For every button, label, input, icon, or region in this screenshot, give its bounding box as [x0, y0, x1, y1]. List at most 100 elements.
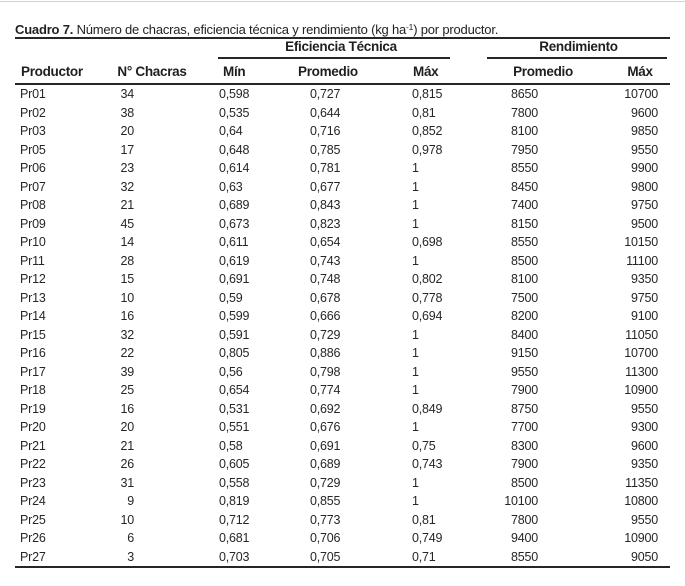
cell-promedio-et: 0,676 [310, 420, 341, 434]
cell-max-et: 1 [412, 198, 419, 212]
table-row: Pr18 25 0,654 0,774 1 7900 10900 [15, 381, 670, 400]
cell-max-et: 1 [412, 346, 419, 360]
table-row: Pr03 20 0,64 0,716 0,852 8100 9850 [15, 122, 670, 141]
cell-promedio-et: 0,774 [310, 383, 341, 397]
cell-promedio-et: 0,654 [310, 235, 341, 249]
table-caption: Cuadro 7. Número de chacras, eficiencia … [15, 19, 675, 38]
cell-productor: Pr11 [20, 253, 45, 268]
cell-productor: Pr26 [20, 531, 46, 545]
table-row: Pr16 22 0,805 0,886 1 9150 10700 [15, 344, 670, 363]
cell-n-chacras: 23 [120, 161, 134, 175]
cell-max-rend: 9550 [630, 512, 658, 527]
cell-productor: Pr27 [20, 549, 46, 564]
cell-max-rend: 9900 [630, 161, 658, 175]
cell-min: 0,591 [219, 327, 250, 342]
table-row: Pr21 21 0,58 0,691 0,75 8300 9600 [15, 437, 670, 456]
cell-max-et: 0,749 [412, 531, 443, 545]
cell-productor: Pr01 [20, 87, 46, 101]
table-row: Pr14 16 0,599 0,666 0,694 8200 9100 [15, 307, 670, 326]
cell-promedio-et: 0,781 [310, 161, 341, 175]
group-header-eficiencia-tecnica: Eficiencia Técnica [195, 39, 487, 59]
table-caption-text: Número de chacras, eficiencia técnica y … [73, 22, 407, 37]
cell-n-chacras: 20 [120, 420, 134, 434]
cell-promedio-rend: 8650 [510, 87, 538, 101]
group-underline-eficiencia [218, 57, 450, 59]
cell-n-chacras: 10 [120, 290, 134, 305]
cell-max-et: 0,698 [412, 235, 443, 249]
cell-n-chacras: 38 [120, 105, 134, 120]
cell-n-chacras: 28 [120, 253, 134, 268]
cell-min: 0,691 [219, 272, 250, 286]
cell-max-rend: 9050 [630, 549, 658, 564]
cell-min: 0,819 [219, 494, 250, 508]
cell-max-rend: 9800 [630, 179, 658, 194]
cell-productor: Pr22 [20, 457, 46, 471]
cell-productor: Pr10 [20, 235, 46, 249]
cell-promedio-et: 0,666 [310, 309, 341, 323]
cell-min: 0,681 [219, 531, 250, 545]
cell-promedio-et: 0,886 [310, 346, 341, 360]
table-row: Pr08 21 0,689 0,843 1 7400 9750 [15, 196, 670, 215]
cell-max-et: 1 [412, 475, 419, 490]
cell-min: 0,58 [219, 438, 243, 453]
cell-promedio-et: 0,855 [310, 494, 341, 508]
table-row: Pr12 15 0,691 0,748 0,802 8100 9350 [15, 270, 670, 289]
cell-productor: Pr20 [20, 420, 46, 434]
cell-min: 0,558 [219, 475, 250, 490]
table-row: Pr27 3 0,703 0,705 0,71 8550 9050 [15, 548, 670, 567]
cell-min: 0,654 [219, 383, 250, 397]
cell-n-chacras: 31 [120, 475, 134, 490]
cell-promedio-et: 0,798 [310, 364, 341, 379]
table-row: Pr22 26 0,605 0,689 0,743 7900 9350 [15, 455, 670, 474]
table-row: Pr19 16 0,531 0,692 0,849 8750 9550 [15, 400, 670, 419]
cell-promedio-et: 0,748 [310, 272, 341, 286]
cell-max-et: 0,694 [412, 309, 443, 323]
table-row: Pr25 10 0,712 0,773 0,81 7800 9550 [15, 511, 670, 530]
cell-n-chacras: 45 [120, 216, 134, 231]
cell-productor: Pr15 [20, 327, 46, 342]
column-header-n-chacras: N° Chacras [117, 63, 187, 79]
cell-promedio-rend: 9550 [510, 364, 538, 379]
cell-n-chacras: 20 [120, 124, 134, 138]
cell-max-rend: 9550 [630, 401, 658, 416]
cell-productor: Pr18 [20, 383, 46, 397]
cell-n-chacras: 3 [127, 549, 134, 564]
cell-promedio-rend: 7900 [510, 457, 538, 471]
cell-max-et: 1 [412, 420, 419, 434]
column-header-row: Productor N° Chacras Mín Promedio Máx Pr… [15, 59, 670, 85]
cell-min: 0,64 [219, 124, 243, 138]
cell-productor: Pr17 [20, 364, 46, 379]
cell-min: 0,619 [219, 253, 250, 268]
cell-promedio-et: 0,689 [310, 457, 341, 471]
table-row: Pr01 34 0,598 0,727 0,815 8650 10700 [15, 85, 670, 104]
cell-promedio-et: 0,727 [310, 87, 341, 101]
cell-productor: Pr25 [20, 512, 46, 527]
cell-max-et: 0,81 [412, 512, 436, 527]
cell-n-chacras: 9 [127, 494, 134, 508]
cell-max-et: 0,978 [412, 142, 443, 157]
cell-max-rend: 9550 [630, 142, 658, 157]
cell-productor: Pr09 [20, 216, 46, 231]
cell-promedio-et: 0,678 [310, 290, 341, 305]
cell-n-chacras: 32 [120, 179, 134, 194]
cell-promedio-rend: 7950 [510, 142, 538, 157]
cell-productor: Pr06 [20, 161, 46, 175]
cell-promedio-et: 0,729 [310, 327, 341, 342]
cell-productor: Pr16 [20, 346, 46, 360]
cell-max-et: 0,81 [412, 105, 436, 120]
table-row: Pr02 38 0,535 0,644 0,81 7800 9600 [15, 104, 670, 123]
cell-min: 0,59 [219, 290, 243, 305]
cell-promedio-rend: 8400 [510, 327, 538, 342]
cell-max-rend: 10900 [624, 383, 658, 397]
cell-promedio-rend: 7900 [510, 383, 538, 397]
cell-promedio-rend: 8500 [510, 475, 538, 490]
cell-productor: Pr14 [20, 309, 46, 323]
column-header-max-et: Máx [413, 63, 439, 79]
cell-n-chacras: 21 [120, 198, 134, 212]
cell-min: 0,599 [219, 309, 250, 323]
cell-n-chacras: 16 [120, 309, 134, 323]
cell-max-rend: 9300 [630, 420, 658, 434]
cell-promedio-et: 0,773 [310, 512, 341, 527]
table-row: Pr20 20 0,551 0,676 1 7700 9300 [15, 418, 670, 437]
cell-min: 0,598 [219, 87, 250, 101]
